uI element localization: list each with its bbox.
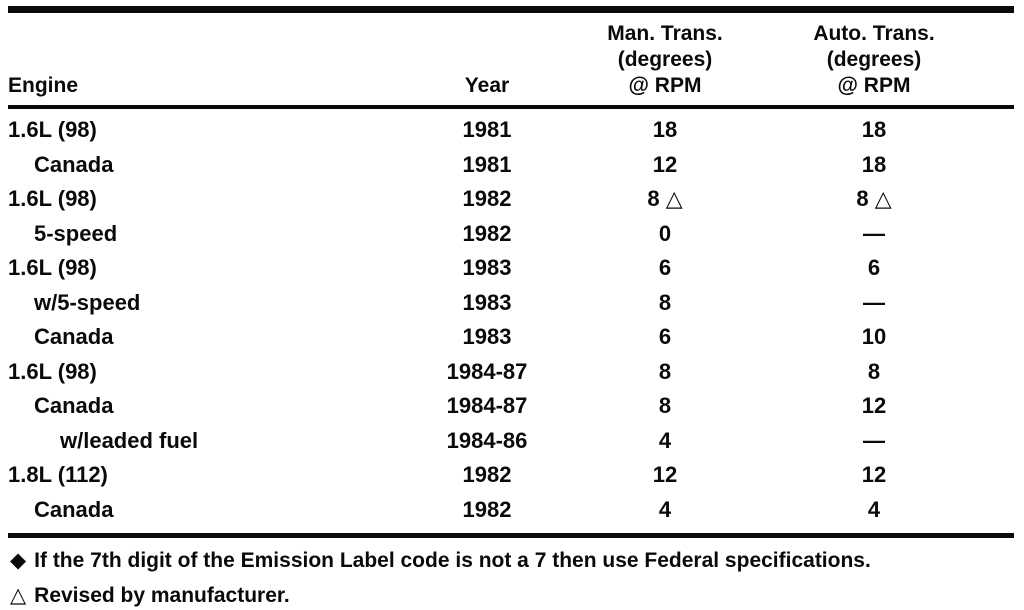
footnote-federal-specs: ◆ If the 7th digit of the Emission Label … — [10, 548, 1014, 574]
man-trans-cell: 0 — [658, 220, 672, 246]
auto-trans-cell: 10 — [861, 324, 887, 350]
year-cell: 1984-86 — [446, 427, 528, 453]
table-row: 1.6L (98) 1984-87 8 8 — [8, 355, 1012, 390]
table-row: w/leaded fuel 1984-86 4 — — [8, 424, 1012, 459]
table-row: Canada 1981 12 18 — [8, 148, 1012, 183]
auto-trans-line2: (degrees) — [826, 48, 922, 71]
engine-cell: w/5-speed — [34, 289, 141, 315]
table-header-row: Engine Year Man. Trans. (degrees) @ RPM … — [8, 13, 1012, 105]
man-trans-cell: 12 — [652, 462, 678, 488]
man-trans-cell: 4 — [658, 427, 672, 453]
column-header-year: Year — [464, 74, 510, 97]
man-trans-cell: 6 — [658, 255, 672, 281]
engine-cell: Canada — [34, 496, 114, 522]
column-header-man-trans: Man. Trans. (degrees) @ RPM — [576, 21, 754, 99]
auto-trans-cell: 6 — [867, 255, 881, 281]
engine-cell: 1.6L (98) — [8, 117, 97, 143]
year-cell: 1982 — [462, 496, 512, 522]
man-trans-cell: 8 — [658, 393, 672, 419]
year-cell: 1983 — [462, 255, 512, 281]
table-body: 1.6L (98) 1981 18 18 Canada 1981 12 18 1… — [8, 109, 1014, 533]
top-rule — [8, 6, 1014, 13]
table-row: 1.6L (98) 1981 18 18 — [8, 113, 1012, 148]
year-cell: 1982 — [462, 186, 512, 212]
footnotes: ◆ If the 7th digit of the Emission Label … — [8, 538, 1014, 609]
engine-cell: 1.6L (98) — [8, 358, 97, 384]
engine-cell: 5-speed — [34, 220, 118, 246]
man-trans-line3: @ RPM — [628, 74, 702, 97]
man-trans-line1: Man. Trans. — [607, 22, 723, 45]
auto-trans-line3: @ RPM — [837, 74, 911, 97]
man-trans-cell: 6 — [658, 324, 672, 350]
engine-cell: 1.6L (98) — [8, 255, 97, 281]
column-header-auto-trans: Auto. Trans. (degrees) @ RPM — [754, 21, 994, 99]
man-trans-cell: 4 — [658, 496, 672, 522]
footnote-text: If the 7th digit of the Emission Label c… — [34, 549, 871, 572]
auto-trans-cell: 18 — [861, 117, 887, 143]
auto-trans-cell: — — [863, 289, 885, 315]
table-row: 5-speed 1982 0 — — [8, 217, 1012, 252]
header-rule — [8, 105, 1014, 109]
triangle-icon: △ — [10, 584, 27, 607]
auto-trans-cell: 12 — [861, 393, 887, 419]
engine-cell: 1.8L (112) — [8, 462, 108, 488]
footnote-revised: △ Revised by manufacturer. — [10, 583, 1014, 609]
man-trans-cell: 8 — [658, 358, 672, 384]
table-row: 1.6L (98) 1983 6 6 — [8, 251, 1012, 286]
table-row: 1.6L (98) 1982 8 △ 8 △ — [8, 182, 1012, 217]
bottom-rule — [8, 533, 1014, 538]
auto-trans-line1: Auto. Trans. — [813, 22, 935, 45]
year-cell: 1981 — [462, 151, 512, 177]
table-row: Canada 1982 4 4 — [8, 493, 1012, 528]
auto-trans-cell: 8 — [867, 358, 881, 384]
auto-trans-cell: 4 — [867, 496, 881, 522]
man-trans-cell: 18 — [652, 117, 678, 143]
year-cell: 1982 — [462, 220, 512, 246]
table-row: Canada 1983 6 10 — [8, 320, 1012, 355]
year-cell: 1983 — [462, 324, 512, 350]
diamond-icon: ◆ — [10, 549, 27, 572]
auto-trans-cell: 18 — [861, 151, 887, 177]
column-header-engine: Engine — [8, 74, 79, 97]
table-row: Canada 1984-87 8 12 — [8, 389, 1012, 424]
man-trans-line2: (degrees) — [617, 48, 713, 71]
year-cell: 1982 — [462, 462, 512, 488]
engine-cell: Canada — [34, 151, 114, 177]
year-cell: 1983 — [462, 289, 512, 315]
year-cell: 1981 — [462, 117, 512, 143]
auto-trans-cell: 12 — [861, 462, 887, 488]
auto-trans-cell: — — [863, 427, 885, 453]
auto-trans-cell: — — [863, 220, 885, 246]
engine-cell: 1.6L (98) — [8, 186, 97, 212]
footnote-text: Revised by manufacturer. — [34, 584, 290, 607]
engine-cell: w/leaded fuel — [60, 427, 199, 453]
engine-cell: Canada — [34, 324, 114, 350]
table-row: 1.8L (112) 1982 12 12 — [8, 458, 1012, 493]
table-row: w/5-speed 1983 8 — — [8, 286, 1012, 321]
man-trans-cell: 8 — [658, 289, 672, 315]
auto-trans-cell: 8 △ — [856, 186, 892, 212]
year-cell: 1984-87 — [446, 393, 528, 419]
year-cell: 1984-87 — [446, 358, 528, 384]
engine-cell: Canada — [34, 393, 114, 419]
man-trans-cell: 12 — [652, 151, 678, 177]
man-trans-cell: 8 △ — [647, 186, 683, 212]
